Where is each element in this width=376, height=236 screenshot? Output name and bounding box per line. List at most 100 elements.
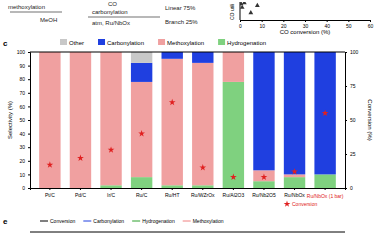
tick-label: Ir/C [107,192,115,198]
bar-segment [253,181,274,188]
tick-label: Ru/Nb2O5 [252,192,276,198]
panel-e: eConversionCarbonylationHydrogenationMet… [3,217,345,232]
tick-mark [345,154,347,155]
legend-line [40,221,48,222]
point [240,5,245,9]
tick-mark [233,188,234,190]
conversion-point [291,168,298,174]
tick-mark [28,93,30,94]
tick-label: 50 [350,117,356,123]
tick-mark [111,188,112,190]
tick-mark [28,161,30,162]
bar-segment [253,170,274,181]
tick: 10 [19,172,30,178]
legend-swatch [98,39,105,45]
bar-segment [131,177,152,188]
tick-mark [172,188,173,190]
tick-label: 0 [239,23,242,29]
conversion-point [77,155,84,161]
tick-label: 0 [350,185,353,191]
legend-swatch [60,39,67,45]
tick-mark [28,106,30,107]
tick: 70 [19,90,30,96]
tick-label: 75 [350,83,356,89]
point [242,2,247,4]
conversion-point [47,161,54,167]
tick-mark [325,188,326,190]
legend-label: Methoxylation [193,218,224,224]
x-axis: 0102030405060 [239,20,373,29]
annotation: Ru/NbOx (1 bar) [307,193,344,199]
bar-segment [314,52,335,174]
bar-segment [284,52,305,174]
axis-line [28,53,31,189]
top-chart: 0102030405060CO conversion (%)CO utili [229,0,373,35]
point [248,10,253,14]
scheme-text: methoxylation [8,4,45,10]
bar-segment [131,52,152,63]
legend-label: Hydrogenation [227,40,266,46]
tick: 60 [368,20,374,29]
tick: 0 [239,20,242,29]
tick-mark [28,174,30,175]
bar-segment [192,185,213,188]
conversion-point [261,174,268,180]
bar-segment [253,52,274,170]
tick-label: 30 [303,23,309,29]
conversion-point [322,110,329,116]
tick-mark [28,52,30,53]
legend-line [83,221,91,222]
tick: Ru/WZrOx [191,188,215,198]
tick: 60 [19,104,30,110]
bar-segment [100,185,121,188]
legend-label: Hydrogenation [142,218,175,224]
scheme-text: Branch 25% [165,19,198,25]
tick-label: Ru/HT [165,192,179,198]
legend-swatch [158,39,165,45]
tick: 25 [345,151,356,157]
tick-label: Pt/C [45,192,55,198]
tick-label: 70 [19,90,25,96]
conversion-point [108,146,115,152]
x-axis: Pt/C Pd/C Ir/C Ru/C Ru/HT Ru/WZrOx Ru/Al2O3 Ru/… [31,188,346,198]
point [255,3,260,7]
tick: 40 [324,20,330,29]
bar-segment [39,52,60,188]
tick-label: Pd/C [75,192,87,198]
tick: Ru/NbOx [284,188,305,198]
legend-label: Carbonylation [107,40,144,46]
axis-line [346,53,348,189]
tick: 100 [17,49,30,55]
y2-axis: 0255075100 [345,49,359,191]
y-axis-title: Selectivity (%) [7,101,13,139]
tick: 0 [22,185,30,191]
tick: 40 [19,131,30,137]
legend-label: Carbonylation [93,218,124,224]
tick-label: 60 [368,23,374,29]
tick-label: Ru/Al2O3 [223,192,245,198]
legend-swatch [218,39,225,45]
tick-mark [263,188,264,190]
y-axis-title: CO utili [229,4,235,20]
x-axis-title: CO conversion (%) [280,29,331,35]
bar-segment [131,82,152,177]
tick-label: 40 [324,23,330,29]
legend-marker [284,200,291,206]
scheme: methoxylationMeOHCOcarbonylationatm, Ru/… [8,1,198,26]
bar-segment [162,52,183,59]
tick: Ir/C [107,188,115,198]
tick: 50 [346,20,352,29]
tick-label: 80 [19,76,25,82]
tick-label: 50 [346,23,352,29]
bar-segment [223,52,244,82]
tick-label: Ru/C [136,192,148,198]
axis-line [30,232,345,233]
tick-label: 10 [259,23,265,29]
tick: 30 [303,20,309,29]
y-axis: 0102030405060708090100 [17,49,31,191]
tick-mark [28,66,30,67]
tick-label: 40 [19,131,25,137]
bar-segment [223,82,244,188]
tick-mark [202,188,203,190]
tick-label: 20 [19,158,25,164]
